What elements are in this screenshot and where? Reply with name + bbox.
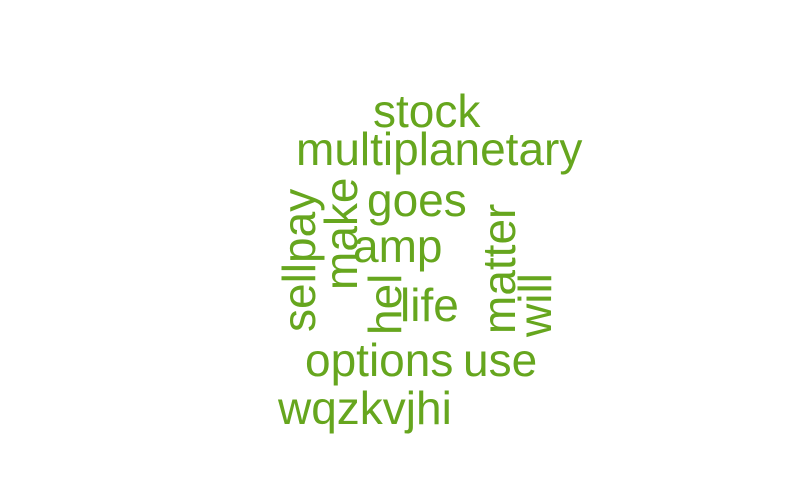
word-wqzkvjhi: wqzkvjhi — [278, 382, 452, 434]
word-use: use — [463, 334, 538, 386]
word-life: life — [400, 279, 459, 331]
word-stock: stock — [373, 85, 481, 137]
word-make: make — [315, 177, 367, 290]
word-hel: hel — [359, 273, 411, 335]
word-multiplanetary: multiplanetary — [296, 123, 583, 175]
word-options: options — [305, 334, 454, 386]
word-amp: amp — [353, 220, 443, 272]
word-goes: goes — [367, 174, 467, 226]
word-will: will — [509, 273, 561, 337]
